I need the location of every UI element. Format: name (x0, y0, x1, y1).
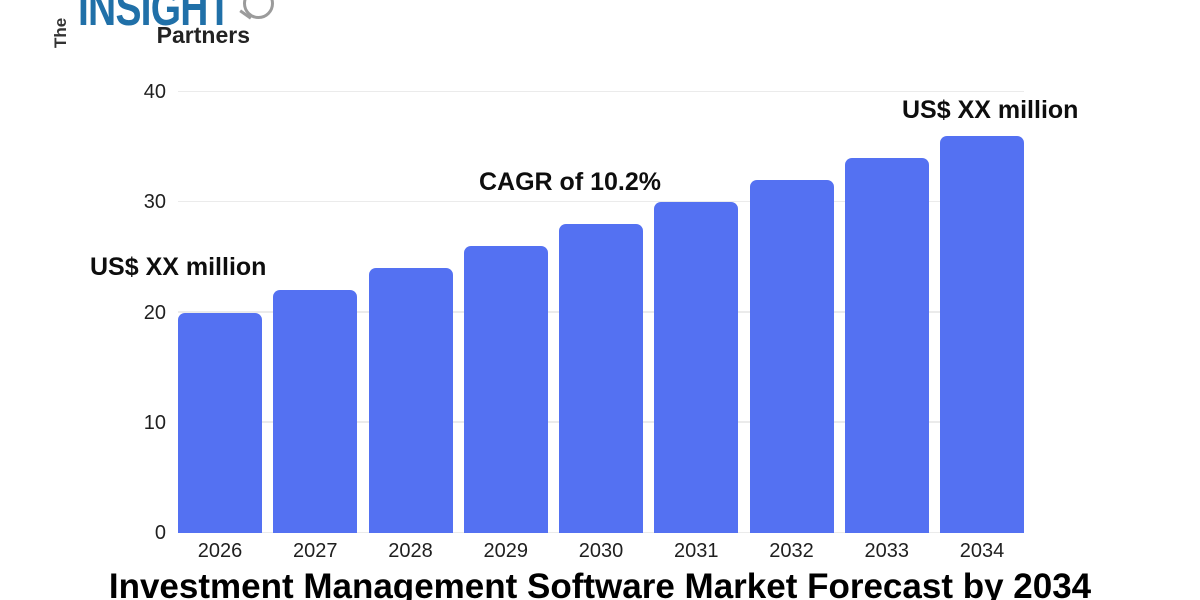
bar-2027 (273, 290, 358, 533)
bar-2026 (178, 312, 262, 533)
x-tick-2032: 2032 (769, 540, 814, 562)
plot-area (178, 90, 1024, 533)
annotation-cagr: CAGR of 10.2% (479, 168, 661, 196)
annotation-last-value: US$ XX million (902, 96, 1079, 124)
x-axis-labels: 2026 2027 2028 2029 2030 2031 2032 2033 2034 (178, 540, 1024, 563)
gridline-30 (178, 200, 1024, 203)
bar-2032 (749, 180, 834, 533)
logo-insight-text: INSIGHT (78, 0, 232, 36)
bar-2028 (368, 268, 453, 533)
annotation-first-value: US$ XX million (90, 253, 267, 281)
x-tick-2031: 2031 (674, 540, 719, 562)
y-tick-40: 40 (143, 81, 166, 103)
x-tick-2034: 2034 (959, 540, 1005, 562)
y-tick-30: 30 (143, 191, 166, 214)
bars-group (178, 92, 1024, 533)
x-tick-2030: 2030 (578, 540, 624, 562)
logo-the-text: The (51, 17, 70, 48)
gridline-40 (178, 90, 1024, 92)
y-tick-10: 10 (143, 411, 166, 434)
bar-2031 (654, 202, 739, 533)
bar-2034 (940, 136, 1024, 533)
x-tick-2027: 2027 (293, 540, 338, 562)
magnifier-icon (243, 0, 274, 19)
y-tick-20: 20 (143, 301, 166, 324)
brand-logo: The INSIGHT Partners (36, 0, 286, 54)
x-tick-2026: 2026 (197, 540, 243, 562)
bar-2033 (844, 158, 929, 533)
chart-title: Investment Management Software Market Fo… (108, 567, 1092, 600)
y-tick-0: 0 (154, 522, 166, 544)
bar-2030 (559, 224, 643, 533)
bar-2029 (463, 246, 548, 533)
y-axis-labels: 0 10 20 30 40 (100, 82, 166, 543)
logo-partners-text: Partners (156, 22, 250, 48)
x-tick-2028: 2028 (388, 540, 433, 562)
x-tick-2029: 2029 (483, 540, 529, 562)
x-tick-2033: 2033 (864, 540, 910, 562)
